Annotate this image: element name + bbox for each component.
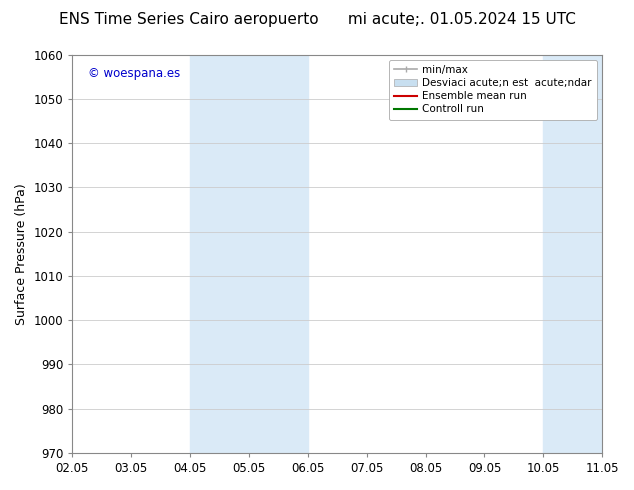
Y-axis label: Surface Pressure (hPa): Surface Pressure (hPa) [15,183,28,325]
Bar [190,54,308,453]
Text: ENS Time Series Cairo aeropuerto      mi acute;. 01.05.2024 15 UTC: ENS Time Series Cairo aeropuerto mi acut… [58,12,576,27]
Bar [543,54,602,453]
Text: © woespana.es: © woespana.es [88,67,181,79]
Legend: min/max, Desviaci acute;n est  acute;ndar, Ensemble mean run, Controll run: min/max, Desviaci acute;n est acute;ndar… [389,60,597,120]
